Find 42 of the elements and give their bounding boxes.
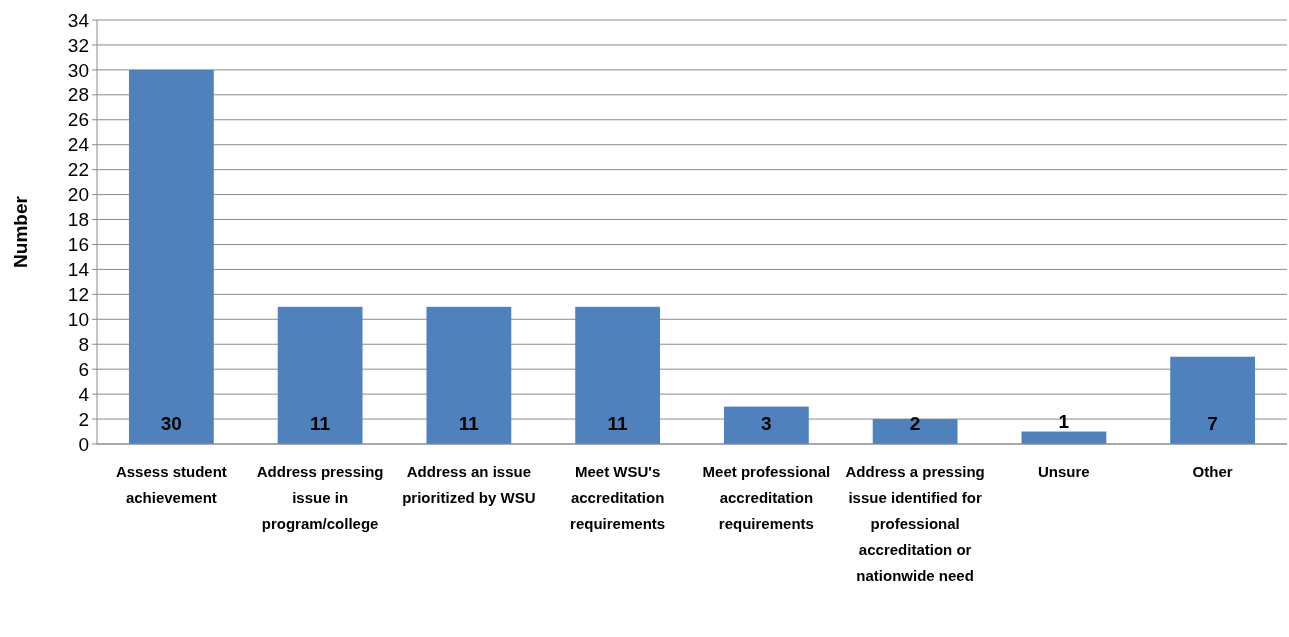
bar [1170,356,1256,444]
x-tick-label: Unsure [1038,463,1090,480]
x-tick-label: Other [1192,463,1233,480]
bar [426,306,512,444]
bar [723,406,809,444]
data-label: 11 [458,413,480,435]
y-tick-label: 28 [67,84,89,106]
y-axis-title: Number [10,195,31,268]
x-tick-label: Address an issue prioritized by WSU [402,463,536,506]
bar [872,419,958,444]
y-tick-label: 6 [78,358,89,380]
y-tick-label: 32 [67,34,89,56]
y-tick-label: 24 [67,134,90,156]
y-tick-label: 34 [67,9,90,31]
x-tick-label: Meet WSU's accreditation requirements [570,463,666,532]
y-tick-label: 20 [67,184,89,206]
data-label: 2 [909,413,921,435]
y-tick-label: 4 [78,383,90,405]
y-tick-label: 10 [67,308,89,330]
data-label: 30 [160,413,182,435]
y-tick-label: 30 [67,59,89,81]
data-label: 11 [607,413,629,435]
bar [277,306,363,444]
y-tick-label: 2 [78,408,89,430]
y-tick-label: 0 [78,433,89,455]
y-tick-label: 12 [67,284,89,305]
x-tick-label: Address pressing issue in program/college [256,463,384,532]
y-tick-label: 14 [67,259,90,281]
data-label: 3 [761,413,772,435]
y-tick-label: 26 [67,109,89,131]
data-label: 1 [1058,410,1070,432]
y-tick-label: 16 [67,234,89,256]
bar [128,69,214,444]
y-tick-label: 18 [67,209,89,231]
y-tick-label: 8 [78,333,89,355]
x-tick-label: Address a pressing issue identified for professional accreditation or nationwide need [845,463,985,584]
x-tick-label: Meet professional accreditation requirements [702,463,831,532]
data-label: 11 [310,413,331,435]
bar [575,306,661,444]
y-tick-label: 22 [67,159,89,181]
data-label: 7 [1207,413,1218,435]
x-tick-label: Assess student achievement [115,463,227,506]
